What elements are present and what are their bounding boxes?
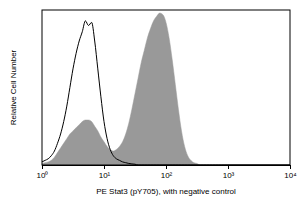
x-tick-mark [166, 165, 167, 169]
y-axis-title: Relative Cell Number [9, 49, 18, 125]
x-tick: 10⁴ [284, 165, 297, 180]
x-tick-mark [104, 165, 105, 169]
x-tick: 10⁰ [37, 165, 49, 180]
x-tick: 10¹ [99, 165, 111, 180]
x-tick-label: 10² [161, 171, 173, 180]
x-tick-mark [42, 165, 43, 169]
x-tick-label: 10³ [223, 171, 235, 180]
x-axis-title: PE Stat3 (pY705), with negative control [96, 187, 236, 196]
x-tick-label: 10⁰ [37, 171, 49, 180]
x-axis-line [43, 166, 291, 170]
x-tick-mark [228, 165, 229, 169]
open-histogram [42, 21, 290, 165]
x-tick-label: 10¹ [99, 171, 111, 180]
plot-area [42, 13, 290, 165]
chart: 10⁰ 10¹ 10² 10³ 10⁴ PE Stat3 (pY705), with ne… [0, 0, 300, 200]
x-axis: 10⁰ 10¹ 10² 10³ 10⁴ [37, 165, 298, 180]
plot-frame [42, 10, 290, 165]
filled-histogram [42, 13, 290, 165]
x-tick-label: 10⁴ [284, 171, 297, 180]
x-tick: 10³ [223, 165, 235, 180]
x-tick: 10² [161, 165, 173, 180]
x-tick-mark [290, 165, 291, 169]
